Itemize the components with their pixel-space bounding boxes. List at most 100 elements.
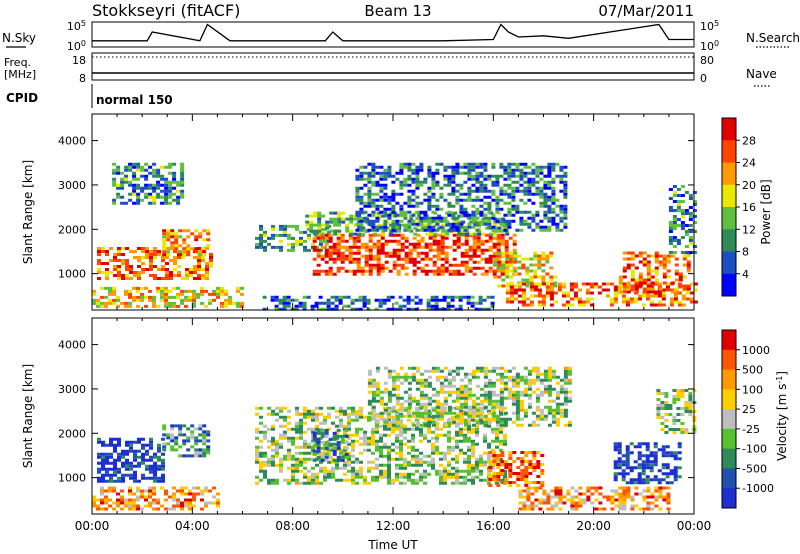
power-colorbar-tick-label-6: 28 [742, 134, 756, 147]
power-region-2-cells-4 [166, 229, 207, 254]
velocity-ytick-label-3: 4000 [58, 339, 86, 352]
noise-right-tick-top: 105 [700, 19, 719, 33]
velocity-region-7-cells-1 [518, 486, 659, 511]
velocity-region-3-cells-3 [255, 406, 507, 485]
power-colorbar-band-4 [722, 207, 736, 230]
power-region-3-cells-0 [112, 162, 185, 205]
power-colorbar-band-0 [722, 118, 736, 141]
velocity-region-8-cells-1 [613, 442, 682, 485]
power-colorbar-label: Power [dB] [759, 179, 773, 244]
power-region-0-cells-3 [97, 247, 213, 280]
velocity-region-7-cells-2 [518, 486, 671, 511]
velocity-colorbar-band-3 [722, 389, 736, 410]
power-colorbar-tick-label-1: 8 [742, 246, 749, 259]
power-region-0-cells-0 [97, 247, 209, 280]
station-title: Stokkseyri (fitACF) [92, 1, 240, 20]
velocity-ylabel: Slant Range [km] [21, 364, 35, 468]
power-region-11-cells-4 [672, 191, 693, 245]
power-colorbar-band-5 [722, 229, 736, 252]
velocity-colorbar-tick-label-7: -1000 [742, 482, 774, 495]
power-colorbar: 4 8 12 16 20 24 28 [721, 117, 756, 297]
freq-panel-frame [91, 52, 695, 81]
velocity-region-0-cells-2 [97, 437, 165, 483]
velocity-colorbar-band-1 [722, 349, 736, 371]
power-ytick-label-2: 3000 [58, 179, 86, 192]
velocity-xtick-label-0: 00:00 [75, 519, 110, 533]
velocity-region-7-cells-3 [522, 486, 671, 511]
velocity-xtick-label-2: 08:00 [275, 519, 310, 533]
power-region-3-cells-3 [116, 162, 181, 205]
velocity-region-1-cells-4 [170, 424, 211, 458]
velocity-region-2-cells-3 [100, 486, 216, 511]
nsky-label: N.Sky [2, 31, 36, 45]
velocity-colorbar-tick-label-6: -500 [742, 462, 767, 475]
noise-panel: 105 100 105 100 [67, 19, 719, 53]
velocity-colorbar-tick-label-3: 25 [742, 403, 756, 416]
power-colorbar-tick-label-0: 4 [742, 268, 749, 281]
velocity-region-5-cells-2 [367, 366, 572, 427]
power-region-3-cells-4 [116, 165, 181, 202]
velocity-colorbar-tick-label-5: -100 [742, 443, 767, 456]
velocity-colorbar-band-7 [722, 468, 736, 489]
power-region-7-cells-0 [355, 162, 568, 232]
power-ylabel: Slant Range [km] [21, 160, 35, 264]
velocity-xtick-label-1: 04:00 [175, 519, 210, 533]
velocity-region-4-cells-2 [312, 428, 349, 459]
velocity-colorbar-band-0 [722, 330, 736, 351]
velocity-region-5-cells-3 [367, 366, 572, 427]
power-colorbar-tick-label-5: 24 [742, 157, 756, 170]
nsearch-label: N.Search [746, 31, 800, 45]
power-region-10-cells-2 [622, 251, 691, 294]
cpid-label: CPID [6, 91, 38, 105]
power-region-4-cells-0 [255, 224, 331, 252]
freq-left-tick-bottom: 8 [79, 72, 86, 85]
time-axis-label: Time UT [367, 538, 418, 552]
power-colorbar-band-2 [722, 162, 736, 186]
noise-right-tick-bottom: 100 [700, 39, 719, 53]
velocity-region-6-cells-1 [488, 451, 545, 487]
power-colorbar-band-3 [722, 184, 736, 208]
power-region-8-cells-2 [493, 251, 554, 288]
velocity-ytick-label-0: 1000 [58, 472, 86, 485]
date-label: 07/Mar/2011 [598, 2, 694, 20]
velocity-xtick-label-3: 12:00 [376, 519, 411, 533]
velocity-region-6-cells-2 [488, 451, 545, 487]
power-panel: 1000 2000 3000 4000 [58, 113, 698, 311]
power-colorbar-tick-label-2: 12 [742, 223, 756, 236]
power-region-2-cells-3 [162, 229, 211, 257]
velocity-region-5-cells-4 [439, 366, 572, 415]
velocity-colorbar-tick-label-1: 500 [742, 364, 763, 377]
power-colorbar-tick-label-3: 16 [742, 201, 756, 214]
velocity-colorbar-tick-label-4: -25 [742, 423, 760, 436]
power-ytick-label-0: 1000 [58, 268, 86, 281]
freq-right-tick-top: 80 [700, 54, 714, 67]
power-region-5-cells-1 [312, 233, 517, 276]
noise-left-tick-top: 105 [67, 19, 86, 33]
velocity-colorbar-band-6 [722, 448, 736, 469]
nave-label: Nave [746, 67, 777, 81]
power-region-3-cells-1 [112, 162, 185, 205]
power-region-10-cells-3 [622, 254, 691, 294]
velocity-colorbar-band-2 [722, 369, 736, 390]
velocity-colorbar-tick-label-2: 100 [742, 383, 763, 396]
power-colorbar-band-7 [722, 273, 736, 297]
velocity-region-9-cells-3 [656, 392, 697, 434]
velocity-colorbar-band-5 [722, 428, 736, 450]
velocity-region-9-cells-2 [656, 392, 697, 434]
velocity-xtick-label-4: 16:00 [476, 519, 511, 533]
freq-panel: 18 8 80 0 [72, 52, 714, 85]
velocity-region-2-cells-2 [96, 486, 220, 511]
velocity-region-6-cells-0 [488, 451, 545, 487]
power-ytick-label-1: 2000 [58, 223, 86, 236]
velocity-region-1-cells-2 [162, 424, 207, 458]
velocity-region-6-cells-3 [488, 451, 545, 484]
power-region-11-cells-2 [668, 185, 697, 254]
velocity-xtick-label-6: 00:00 [677, 519, 712, 533]
power-region-12-cells-0 [262, 295, 495, 311]
velocity-panel: 1000 2000 3000 4000 00:00 04:00 08:00 12:00 16:0… [58, 317, 712, 533]
power-region-1-cells-2 [92, 286, 244, 308]
noise-left-tick-bottom: 100 [67, 39, 86, 53]
nsky-series-line [92, 23, 694, 42]
velocity-region-9-cells-4 [680, 389, 685, 392]
